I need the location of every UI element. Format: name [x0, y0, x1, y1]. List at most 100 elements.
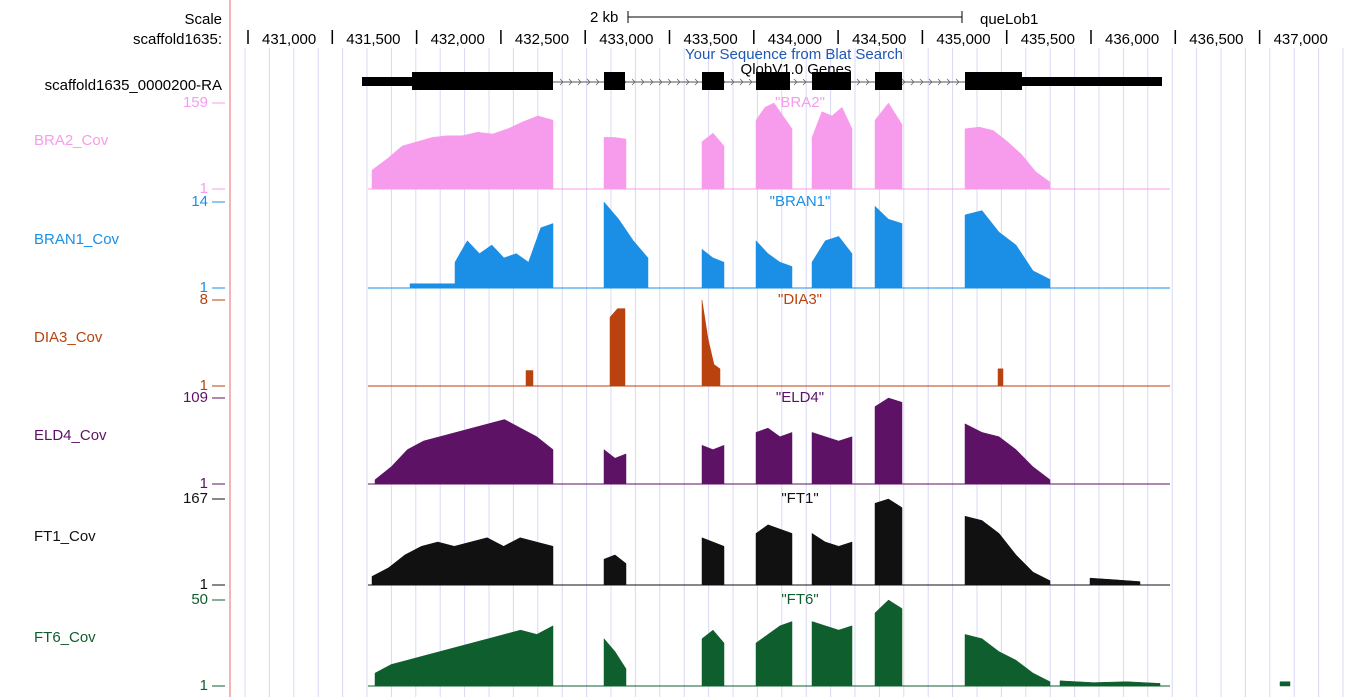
- coverage-track[interactable]: 8 1 DIA3_Cov "DIA3": [34, 291, 1170, 394]
- strand-arrow: [730, 78, 735, 86]
- gene-model[interactable]: [362, 72, 1162, 90]
- strand-arrow: [631, 78, 636, 86]
- coverage-peak: [811, 236, 853, 289]
- strand-arrow: [928, 78, 933, 86]
- strand-arrow: [649, 78, 654, 86]
- track-title: "FT1": [781, 490, 818, 507]
- coverage-peak: [371, 115, 554, 190]
- coverage-peak: [374, 625, 554, 687]
- coverage-peak: [701, 537, 725, 586]
- coverage-track[interactable]: 159 1 BRA2_Cov "BRA2": [34, 94, 1170, 197]
- coverage-track[interactable]: 167 1 FT1_Cov "FT1": [34, 490, 1170, 593]
- ruler-tick-label: 432,000: [431, 31, 485, 48]
- strand-arrow: [568, 78, 573, 86]
- coverage-peak: [603, 638, 627, 687]
- strand-arrow: [640, 78, 645, 86]
- coverage-peak: [525, 370, 534, 387]
- gene-utr-block[interactable]: [1022, 77, 1162, 86]
- coverage-peak: [755, 524, 793, 586]
- coverage-peak: [811, 106, 853, 190]
- coverage-peak: [811, 621, 853, 687]
- coverage-peak: [964, 515, 1051, 586]
- coverage-peak: [701, 629, 725, 687]
- gene-exon-block[interactable]: [412, 72, 553, 90]
- coverage-peak: [997, 368, 1004, 387]
- coverage-track[interactable]: 109 1 ELD4_Cov "ELD4": [34, 389, 1170, 492]
- ruler-tick-label: 435,000: [936, 31, 990, 48]
- coverage-peak: [1059, 680, 1161, 687]
- coverage-peak: [701, 132, 725, 190]
- coverage-peak: [874, 599, 903, 687]
- coverage-track[interactable]: 50 1 FT6_Cov "FT6": [34, 591, 1291, 694]
- track-max-value: 14: [191, 193, 208, 210]
- ruler-tick-label: 431,000: [262, 31, 316, 48]
- scale-bar-label: 2 kb: [590, 9, 618, 26]
- coverage-peak: [374, 419, 554, 485]
- strand-arrow: [577, 78, 582, 86]
- coverage-tracks: 1591BRA2_Cov"BRA2"141BRAN1_Cov"BRAN1"81D…: [34, 94, 1291, 694]
- ruler-tick-label: 433,500: [684, 31, 738, 48]
- strand-arrow: [595, 78, 600, 86]
- gene-exon-block[interactable]: [812, 72, 851, 90]
- coverage-peak: [701, 299, 721, 387]
- coverage-peak: [409, 283, 456, 289]
- track-title: "BRA2": [775, 94, 825, 111]
- ruler-tick-label: 434,500: [852, 31, 906, 48]
- strand-arrow: [559, 78, 564, 86]
- coverage-peak: [1279, 681, 1291, 687]
- ruler-tick-label: 432,500: [515, 31, 569, 48]
- ruler-tick-label: 431,500: [346, 31, 400, 48]
- ruler-tick-label: 433,000: [599, 31, 653, 48]
- gene-exon-block[interactable]: [965, 72, 1022, 90]
- track-name-label: FT6_Cov: [34, 629, 96, 646]
- strand-arrow: [802, 78, 807, 86]
- track-max-value: 109: [183, 389, 208, 406]
- track-name-label: ELD4_Cov: [34, 427, 107, 444]
- strand-arrow: [676, 78, 681, 86]
- coverage-peak: [874, 397, 903, 485]
- coverage-peak: [701, 248, 725, 289]
- strand-arrow: [856, 78, 861, 86]
- track-min-value: 1: [200, 180, 208, 197]
- coverage-peak: [755, 240, 793, 289]
- gene-exon-block[interactable]: [604, 72, 625, 90]
- coverage-peak: [603, 449, 627, 485]
- track-min-value: 1: [200, 677, 208, 694]
- coverage-track[interactable]: 14 1 BRAN1_Cov "BRAN1": [34, 193, 1170, 296]
- track-name-label: BRA2_Cov: [34, 132, 109, 149]
- gene-utr-block[interactable]: [362, 77, 412, 86]
- strand-arrow: [901, 78, 906, 86]
- ruler-tick-label: 436,000: [1105, 31, 1159, 48]
- track-max-value: 167: [183, 490, 208, 507]
- track-max-value: 8: [200, 291, 208, 308]
- coverage-peak: [964, 210, 1051, 289]
- coverage-peak: [874, 102, 903, 190]
- gene-exon-block[interactable]: [702, 72, 724, 90]
- chrom-position-label: scaffold1635:: [133, 31, 222, 48]
- track-title: "ELD4": [776, 389, 824, 406]
- coverage-peak: [964, 126, 1051, 190]
- coverage-peak: [811, 532, 853, 586]
- base-position-ruler: 431,000 431,500 432,000 432,500 433,000 433,5…: [247, 30, 1328, 48]
- strand-arrow: [865, 78, 870, 86]
- track-name-label: FT1_Cov: [34, 528, 96, 545]
- track-min-value: 1: [200, 377, 208, 394]
- track-max-value: 50: [191, 591, 208, 608]
- scale-bar: [627, 11, 963, 23]
- track-name-label: BRAN1_Cov: [34, 231, 120, 248]
- gene-name-label[interactable]: scaffold1635_0000200-RA: [45, 77, 222, 94]
- ruler-tick-label: 437,000: [1274, 31, 1328, 48]
- coverage-peak: [609, 308, 626, 387]
- coverage-peak: [603, 554, 627, 586]
- gene-exon-block[interactable]: [875, 72, 902, 90]
- scale-label: Scale: [184, 11, 222, 28]
- track-min-value: 1: [200, 279, 208, 296]
- gene-exon-block[interactable]: [756, 72, 790, 90]
- track-max-value: 159: [183, 94, 208, 111]
- strand-arrow: [667, 78, 672, 86]
- strand-arrow: [910, 78, 915, 86]
- blat-track-label[interactable]: Your Sequence from Blat Search: [685, 46, 903, 63]
- coverage-peak: [701, 444, 725, 485]
